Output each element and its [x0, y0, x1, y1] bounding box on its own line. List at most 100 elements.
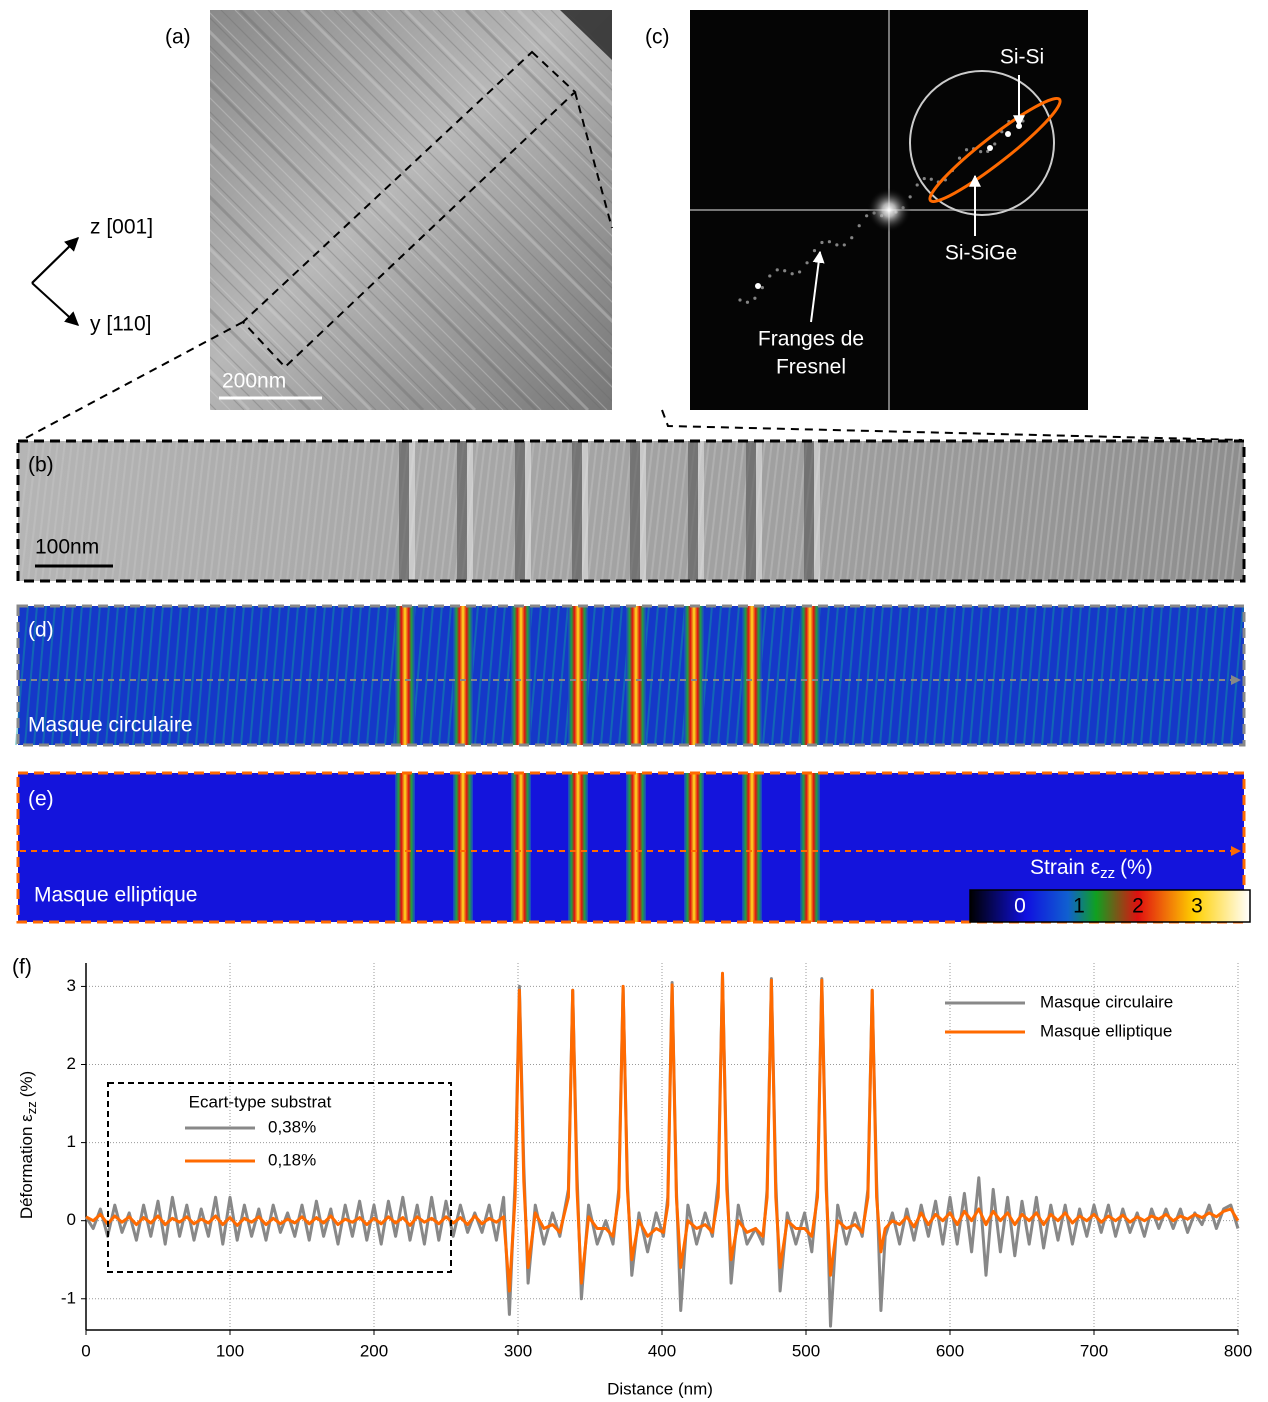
- texture: [1113, 605, 1127, 746]
- panel-label: (e): [28, 788, 54, 811]
- texture: [1176, 605, 1190, 746]
- texture: [482, 441, 500, 581]
- texture: [0, 10, 65, 410]
- texture: [286, 441, 304, 581]
- fft-spot: [842, 243, 846, 247]
- texture: [640, 441, 646, 581]
- texture: [141, 605, 155, 746]
- texture: [210, 229, 391, 410]
- texture: [0, 10, 117, 410]
- texture: [0, 10, 112, 410]
- texture: [333, 10, 612, 289]
- texture: [210, 50, 570, 410]
- texture: [484, 10, 612, 138]
- texture: [210, 262, 358, 410]
- texture: [720, 441, 738, 581]
- texture: [771, 605, 785, 746]
- texture: [366, 605, 380, 746]
- texture: [870, 605, 884, 746]
- texture: [937, 441, 955, 581]
- texture: [399, 10, 612, 223]
- texture: [210, 210, 410, 410]
- texture: [688, 441, 698, 581]
- texture: [230, 441, 248, 581]
- texture: [210, 403, 217, 410]
- texture: [546, 605, 560, 746]
- texture: [210, 12, 608, 410]
- texture: [916, 441, 934, 581]
- texture: [708, 605, 722, 746]
- x-tick-label: 800: [1224, 1341, 1252, 1360]
- texture: [987, 605, 1001, 746]
- texture: [756, 441, 762, 581]
- texture: [210, 276, 344, 410]
- legend-label: Masque circulaire: [1040, 992, 1173, 1011]
- texture: [363, 441, 381, 581]
- fft-spot: [979, 150, 983, 154]
- texture: [55, 441, 73, 581]
- texture: [1104, 605, 1118, 746]
- texture: [1126, 441, 1144, 581]
- texture: [240, 605, 254, 746]
- texture: [210, 246, 373, 410]
- texture: [643, 441, 661, 581]
- texture: [1147, 441, 1165, 581]
- texture: [832, 441, 850, 581]
- texture: [276, 605, 290, 746]
- texture: [1059, 605, 1073, 746]
- fft-spot: [738, 298, 742, 302]
- texture: [105, 605, 119, 746]
- texture: [375, 605, 389, 746]
- texture: [48, 441, 66, 581]
- mask-label: Masque circulaire: [28, 714, 193, 737]
- panel-border: [16, 771, 1246, 924]
- panel-label: (c): [645, 26, 670, 49]
- fft-spot: [790, 272, 794, 276]
- texture: [420, 605, 434, 746]
- texture: [654, 605, 668, 746]
- texture: [210, 323, 297, 410]
- texture: [234, 10, 612, 388]
- texture: [860, 441, 878, 581]
- texture: [1133, 441, 1151, 581]
- texture: [888, 441, 906, 581]
- y-tick-label: 0: [67, 1210, 76, 1229]
- texture: [594, 441, 612, 581]
- y-label-main: Déformation ε: [17, 1114, 36, 1219]
- x-tick-label: 500: [792, 1341, 820, 1360]
- texture: [418, 10, 612, 204]
- texture: [609, 605, 623, 746]
- texture: [294, 605, 308, 746]
- texture: [814, 441, 820, 581]
- texture: [432, 10, 612, 190]
- texture: [1014, 605, 1028, 746]
- texture: [1084, 441, 1102, 581]
- strain-band: [568, 606, 588, 745]
- strain-band: [800, 773, 820, 922]
- strain-band: [453, 606, 473, 745]
- texture: [285, 605, 299, 746]
- texture: [1168, 441, 1186, 581]
- texture: [818, 441, 836, 581]
- texture: [204, 605, 218, 746]
- fft-image: [690, 10, 1088, 410]
- texture: [272, 10, 612, 350]
- texture: [1119, 441, 1137, 581]
- fft-spot: [812, 249, 817, 253]
- texture: [223, 441, 241, 581]
- texture: [657, 441, 675, 581]
- texture: [762, 605, 776, 746]
- texture: [188, 441, 206, 581]
- fft-spot: [827, 240, 832, 244]
- texture: [195, 441, 213, 581]
- panel-border: [16, 604, 1246, 747]
- texture: [1021, 441, 1039, 581]
- texture: [1224, 441, 1242, 581]
- strain-band: [800, 606, 820, 745]
- texture: [909, 441, 927, 581]
- texture: [776, 441, 794, 581]
- texture: [330, 605, 344, 746]
- texture: [1007, 441, 1025, 581]
- texture: [834, 605, 848, 746]
